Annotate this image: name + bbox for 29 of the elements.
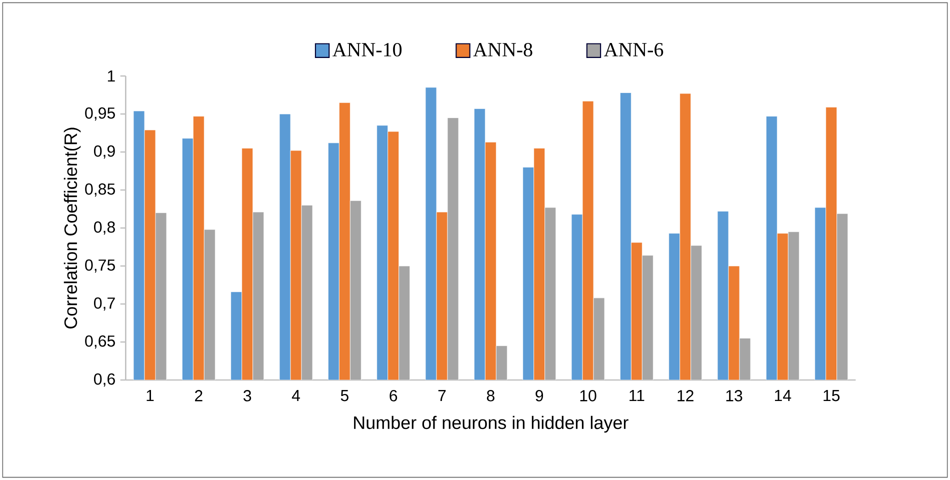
y-axis-title: Correlation Coefficient(R) [64,128,81,328]
x-tick-label: 15 [824,390,840,402]
x-tick-label: 9 [536,390,544,402]
x-tick-label: 13 [726,390,742,402]
x-tick-label: 5 [340,390,348,402]
y-tick-label: 1 [108,70,115,82]
x-tick-label: 10 [580,390,596,402]
legend-label: ANN-8 [473,42,532,56]
x-tick-label: 14 [774,390,792,402]
x-tick-label: 11 [630,390,644,402]
y-tick-label: 0,95 [85,107,115,121]
x-tick-label: 4 [292,390,300,402]
y-tick-label: 0,9 [94,145,115,159]
x-axis-title: Number of neurons in hidden layer [354,416,628,433]
x-tick-label: 3 [243,390,252,402]
y-tick-label: 0,65 [85,335,115,349]
y-tick-label: 0,7 [94,297,115,311]
y-tick-label: 0,8 [94,221,115,235]
y-tick-label: 0,85 [85,183,115,197]
x-tick-label: 12 [678,390,694,402]
y-tick-label: 0,75 [85,259,115,273]
legend-label: ANN-6 [604,42,664,56]
x-tick-label: 2 [195,390,202,402]
y-tick-label: 0,6 [94,373,115,387]
legend-label: ANN-10 [332,42,402,56]
x-tick-label: 1 [146,390,154,402]
x-tick-label: 8 [486,390,494,402]
x-tick-label: 7 [438,390,446,402]
x-tick-label: 6 [390,390,398,402]
